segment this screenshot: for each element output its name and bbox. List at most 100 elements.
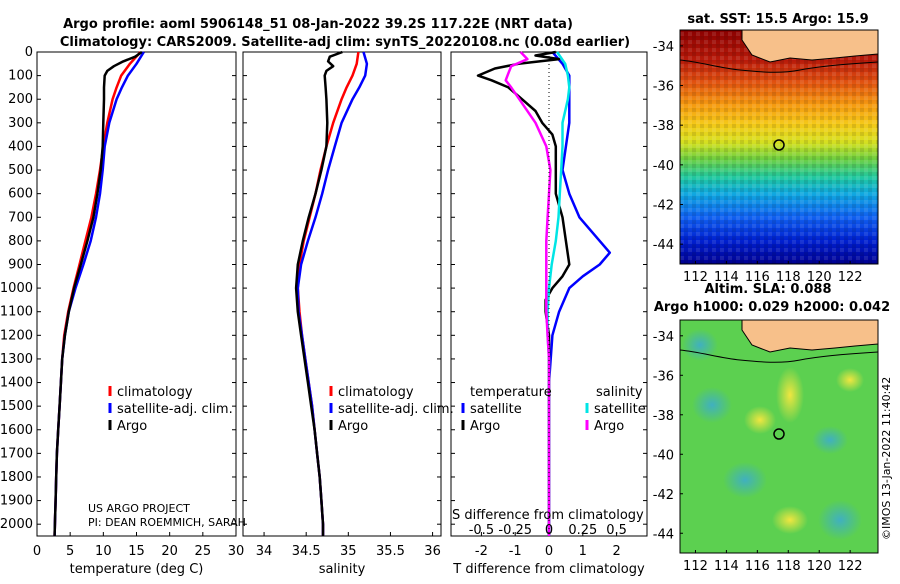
map-x-tick-label: 112 [683, 270, 708, 285]
sla-map-title2: Argo h1000: 0.029 h2000: 0.042 [654, 300, 890, 315]
legend-label: Argo [470, 419, 500, 434]
y-tick-label: 1800 [0, 470, 33, 485]
axes-frame [36, 51, 237, 537]
x-tick-label: 35 [340, 544, 357, 559]
map-y-tick-label: -36 [653, 369, 674, 384]
x-axis-label: salinity [319, 562, 366, 577]
y-tick-label: 2000 [0, 517, 33, 532]
x-tick-label: -1 [509, 544, 522, 559]
x-tick-label: 5 [66, 544, 74, 559]
x-tick-label: 15 [128, 544, 145, 559]
legend-title-salinity: salinity [596, 385, 643, 400]
map-x-tick-label: 112 [683, 559, 708, 574]
legend-title-temperature: temperature [470, 385, 552, 400]
legend-label: Argo [338, 419, 368, 434]
map-y-tick-label: -34 [653, 330, 674, 345]
sla-argo-marker [773, 428, 785, 440]
sst-map-title: sat. SST: 15.5 Argo: 15.9 [687, 12, 868, 27]
y-tick-label: 700 [8, 210, 33, 225]
sla-map-ticks: 112 114 116 118 120 122 -34 -36 -38 -40 -42 -44 [653, 330, 863, 574]
x-tick-label: 36 [424, 544, 441, 559]
series-line-satellite-adj-clim- [53, 51, 145, 537]
x-tick-label: 0 [545, 544, 553, 559]
project-annotation: US ARGO PROJECT [88, 502, 190, 515]
map-y-tick-label: -42 [653, 488, 674, 503]
map-x-tick-label: 120 [807, 270, 832, 285]
map-y-tick-label: -36 [653, 80, 674, 95]
map-x-tick-label: 114 [714, 559, 739, 574]
map-x-tick-label: 118 [776, 559, 801, 574]
x-axis-label: temperature (deg C) [70, 562, 204, 577]
map-y-tick-label: -38 [653, 409, 674, 424]
sla-map-frame [679, 319, 879, 554]
y-tick-label: 1000 [0, 281, 33, 296]
series-line-argo [53, 50, 143, 537]
y-tick-label: 300 [8, 116, 33, 131]
sst-map-panel: sat. SST: 15.5 Argo: 15.9 112 114 116 118 12… [653, 12, 879, 285]
y-tick-label: 1100 [0, 305, 33, 320]
y-tick-label: 400 [8, 139, 33, 154]
series-line-temperature-argo [476, 50, 571, 536]
sst-land [741, 30, 878, 63]
y-tick-label: 800 [8, 234, 33, 249]
series-line-argo [294, 50, 343, 536]
sla-land [741, 320, 878, 353]
secondary-tick-label: 0.25 [568, 523, 597, 538]
x-tick-label: 2 [612, 544, 620, 559]
y-tick-label: 900 [8, 257, 33, 272]
legend-label: satellite-adj. clim. [117, 402, 233, 417]
x-tick-label: 10 [95, 544, 112, 559]
sla-high-blob [772, 506, 808, 534]
y-tick-label: 1700 [0, 446, 33, 461]
x-tick-label: 0 [33, 544, 41, 559]
sst-argo-marker [773, 139, 785, 151]
map-y-tick-label: -44 [653, 527, 674, 542]
sla-low-blob [723, 462, 767, 498]
sst-map-ticks: 112 114 116 118 120 122 -34 -36 -38 -40 -42 -44 [653, 40, 863, 285]
map-y-tick-label: -42 [653, 199, 674, 214]
y-tick-label: 1600 [0, 423, 33, 438]
x-tick-label: 30 [228, 544, 245, 559]
legend-label: Argo [117, 419, 147, 434]
y-tick-label: 500 [8, 163, 33, 178]
y-tick-label: 1900 [0, 494, 33, 509]
sla-low-blob [692, 387, 732, 423]
map-x-tick-label: 116 [745, 559, 770, 574]
series-line-temperature-satellite [547, 51, 612, 536]
x-tick-label: -2 [475, 544, 488, 559]
y-tick-label: 1500 [0, 399, 33, 414]
difference-panel: -2 -1 0 1 2 T difference from climatology S di… [450, 50, 648, 577]
x-tick-label: 34.5 [292, 544, 321, 559]
x-tick-label: 25 [195, 544, 212, 559]
y-tick-label: 0 [25, 45, 33, 60]
map-x-tick-label: 122 [838, 559, 863, 574]
sst-isobath [680, 59, 878, 73]
temperature-panel: 0100200300400500600700800900100011001200… [0, 45, 246, 577]
series-line-salinity-argo [504, 51, 552, 536]
x-tick-label: 20 [161, 544, 178, 559]
map-y-tick-label: -34 [653, 40, 674, 55]
salinity-panel: 34 34.5 35 35.5 36 salinity climatology satelli… [242, 50, 454, 577]
map-x-tick-label: 120 [807, 559, 832, 574]
sla-map-title1: Altim. SLA: 0.088 [705, 282, 832, 297]
map-y-tick-label: -38 [653, 119, 674, 134]
secondary-tick-label: -0.25 [498, 523, 532, 538]
x-axis-label: T difference from climatology [452, 562, 645, 577]
y-tick-label: 600 [8, 187, 33, 202]
legend-label: climatology [338, 385, 414, 400]
map-x-tick-label: 118 [776, 270, 801, 285]
imos-footer: ©IMOS 13-Jan-2022 11:40:42 [880, 377, 893, 540]
sla-low-blob [812, 426, 848, 454]
secondary-tick-label: -0.5 [469, 523, 494, 538]
secondary-tick-label: 0 [545, 523, 553, 538]
y-tick-label: 200 [8, 92, 33, 107]
sst-texture [680, 30, 878, 264]
x-tick-label: 1 [579, 544, 587, 559]
x-tick-label: 35.5 [376, 544, 405, 559]
legend-label: satellite [470, 402, 522, 417]
series-line-climatology [53, 51, 142, 537]
map-y-tick-label: -44 [653, 238, 674, 253]
legend-label: climatology [117, 385, 193, 400]
map-x-tick-label: 122 [838, 270, 863, 285]
